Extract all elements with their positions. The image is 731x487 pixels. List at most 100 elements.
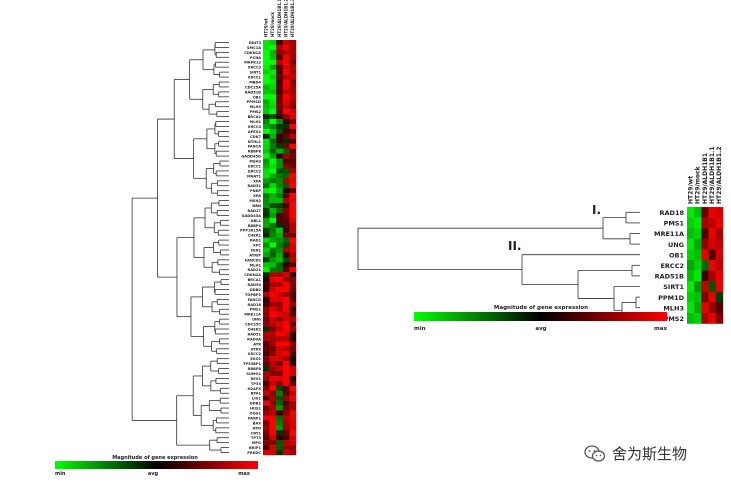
heat-cell (289, 415, 297, 421)
heat-cell (276, 89, 283, 95)
heat-cell (289, 331, 297, 337)
heat-cell (289, 217, 297, 223)
heat-cell (694, 217, 702, 229)
heat-cell (276, 138, 283, 144)
heat-cell (282, 272, 290, 278)
heat-cell (289, 212, 297, 219)
gene-label-50: DDB2 (250, 288, 262, 292)
heat-cell (269, 380, 277, 387)
heat-cell (269, 430, 277, 436)
gene-label-20: NTHL1 (248, 140, 262, 144)
heat-cell (269, 366, 277, 372)
heat-cell (263, 40, 270, 46)
heat-cell (289, 114, 297, 120)
gene-label-53: RAD18 (247, 303, 261, 307)
heat-cell (276, 331, 283, 337)
heat-cell (289, 74, 297, 80)
right-gene-label-3: UNG (668, 241, 684, 249)
heat-cell (289, 371, 297, 377)
heat-cell (263, 277, 270, 283)
heat-cell (263, 336, 270, 342)
left-column-label-2: HT29/ALDH1B1.1 (277, 0, 282, 37)
gene-label-74: HUS1 (250, 407, 262, 411)
heat-cell (263, 74, 270, 80)
heat-cell (276, 119, 283, 125)
heat-cell (701, 217, 709, 229)
heat-cell (289, 326, 297, 332)
heat-cell (269, 222, 277, 228)
heat-cell (282, 321, 290, 327)
heat-cell (289, 272, 297, 278)
heat-cell (263, 188, 270, 194)
gene-label-26: ERCC2 (248, 169, 261, 173)
heat-cell (263, 153, 270, 159)
heat-cell (715, 260, 724, 271)
heat-cell (282, 326, 290, 332)
gene-label-60: RAD9A (247, 337, 261, 341)
heat-cell (701, 291, 709, 303)
heat-cell (289, 351, 297, 357)
heat-cell (276, 99, 283, 105)
heat-cell (263, 173, 270, 179)
heat-cell (289, 227, 297, 233)
heat-cell (282, 450, 290, 456)
heat-cell (289, 94, 297, 100)
heat-cell (289, 109, 297, 115)
heat-cell (289, 79, 297, 85)
heat-cell (269, 346, 277, 352)
heat-cell (269, 74, 277, 80)
heat-cell (263, 99, 270, 105)
heat-cell (289, 375, 297, 382)
heat-cell (289, 410, 297, 416)
heat-cell (282, 277, 290, 283)
heat-cell (276, 94, 283, 100)
heat-cell (269, 425, 277, 431)
heat-cell (282, 143, 290, 149)
heat-cell (282, 79, 290, 85)
heat-cell (269, 99, 277, 105)
heat-cell (282, 420, 290, 426)
heat-cell (282, 346, 290, 352)
heat-cell (282, 410, 290, 416)
heat-cell (276, 49, 283, 56)
right-gene-label-0: RAD18 (660, 209, 685, 217)
heat-cell (263, 212, 270, 219)
heat-cell (289, 119, 297, 125)
heat-cell (269, 445, 277, 451)
heat-cell (276, 395, 283, 401)
heat-cell (282, 69, 290, 75)
heat-cell (282, 430, 290, 436)
heat-cell (263, 168, 270, 174)
heat-cell (282, 267, 290, 273)
heat-cell (708, 270, 716, 282)
gene-label-56: UNG (252, 318, 261, 322)
heat-cell (289, 301, 297, 307)
heat-cell (263, 143, 270, 149)
heat-cell (289, 425, 297, 431)
heat-cell (263, 272, 270, 278)
gene-label-13: MLH3 (250, 105, 262, 109)
heat-cell (687, 302, 695, 314)
heat-cell (289, 311, 297, 317)
heat-cell (263, 420, 270, 426)
heat-cell (282, 361, 290, 367)
heat-cell (269, 242, 277, 248)
heat-cell (289, 366, 297, 372)
heat-cell (289, 291, 297, 298)
heat-cell (263, 114, 270, 120)
heat-cell (289, 380, 297, 387)
heat-cell (276, 178, 283, 184)
heat-cell (269, 217, 277, 223)
heat-cell (276, 361, 283, 367)
heat-cell (282, 198, 290, 204)
heat-cell (263, 287, 270, 293)
heat-cell (269, 138, 277, 144)
heat-cell (694, 238, 702, 250)
heat-cell (276, 336, 283, 342)
heat-cell (289, 193, 297, 199)
heat-cell (276, 291, 283, 298)
heat-cell (269, 148, 277, 154)
gene-label-4: MAPK12 (244, 61, 261, 65)
heat-cell (289, 173, 297, 179)
heat-cell (282, 212, 290, 219)
